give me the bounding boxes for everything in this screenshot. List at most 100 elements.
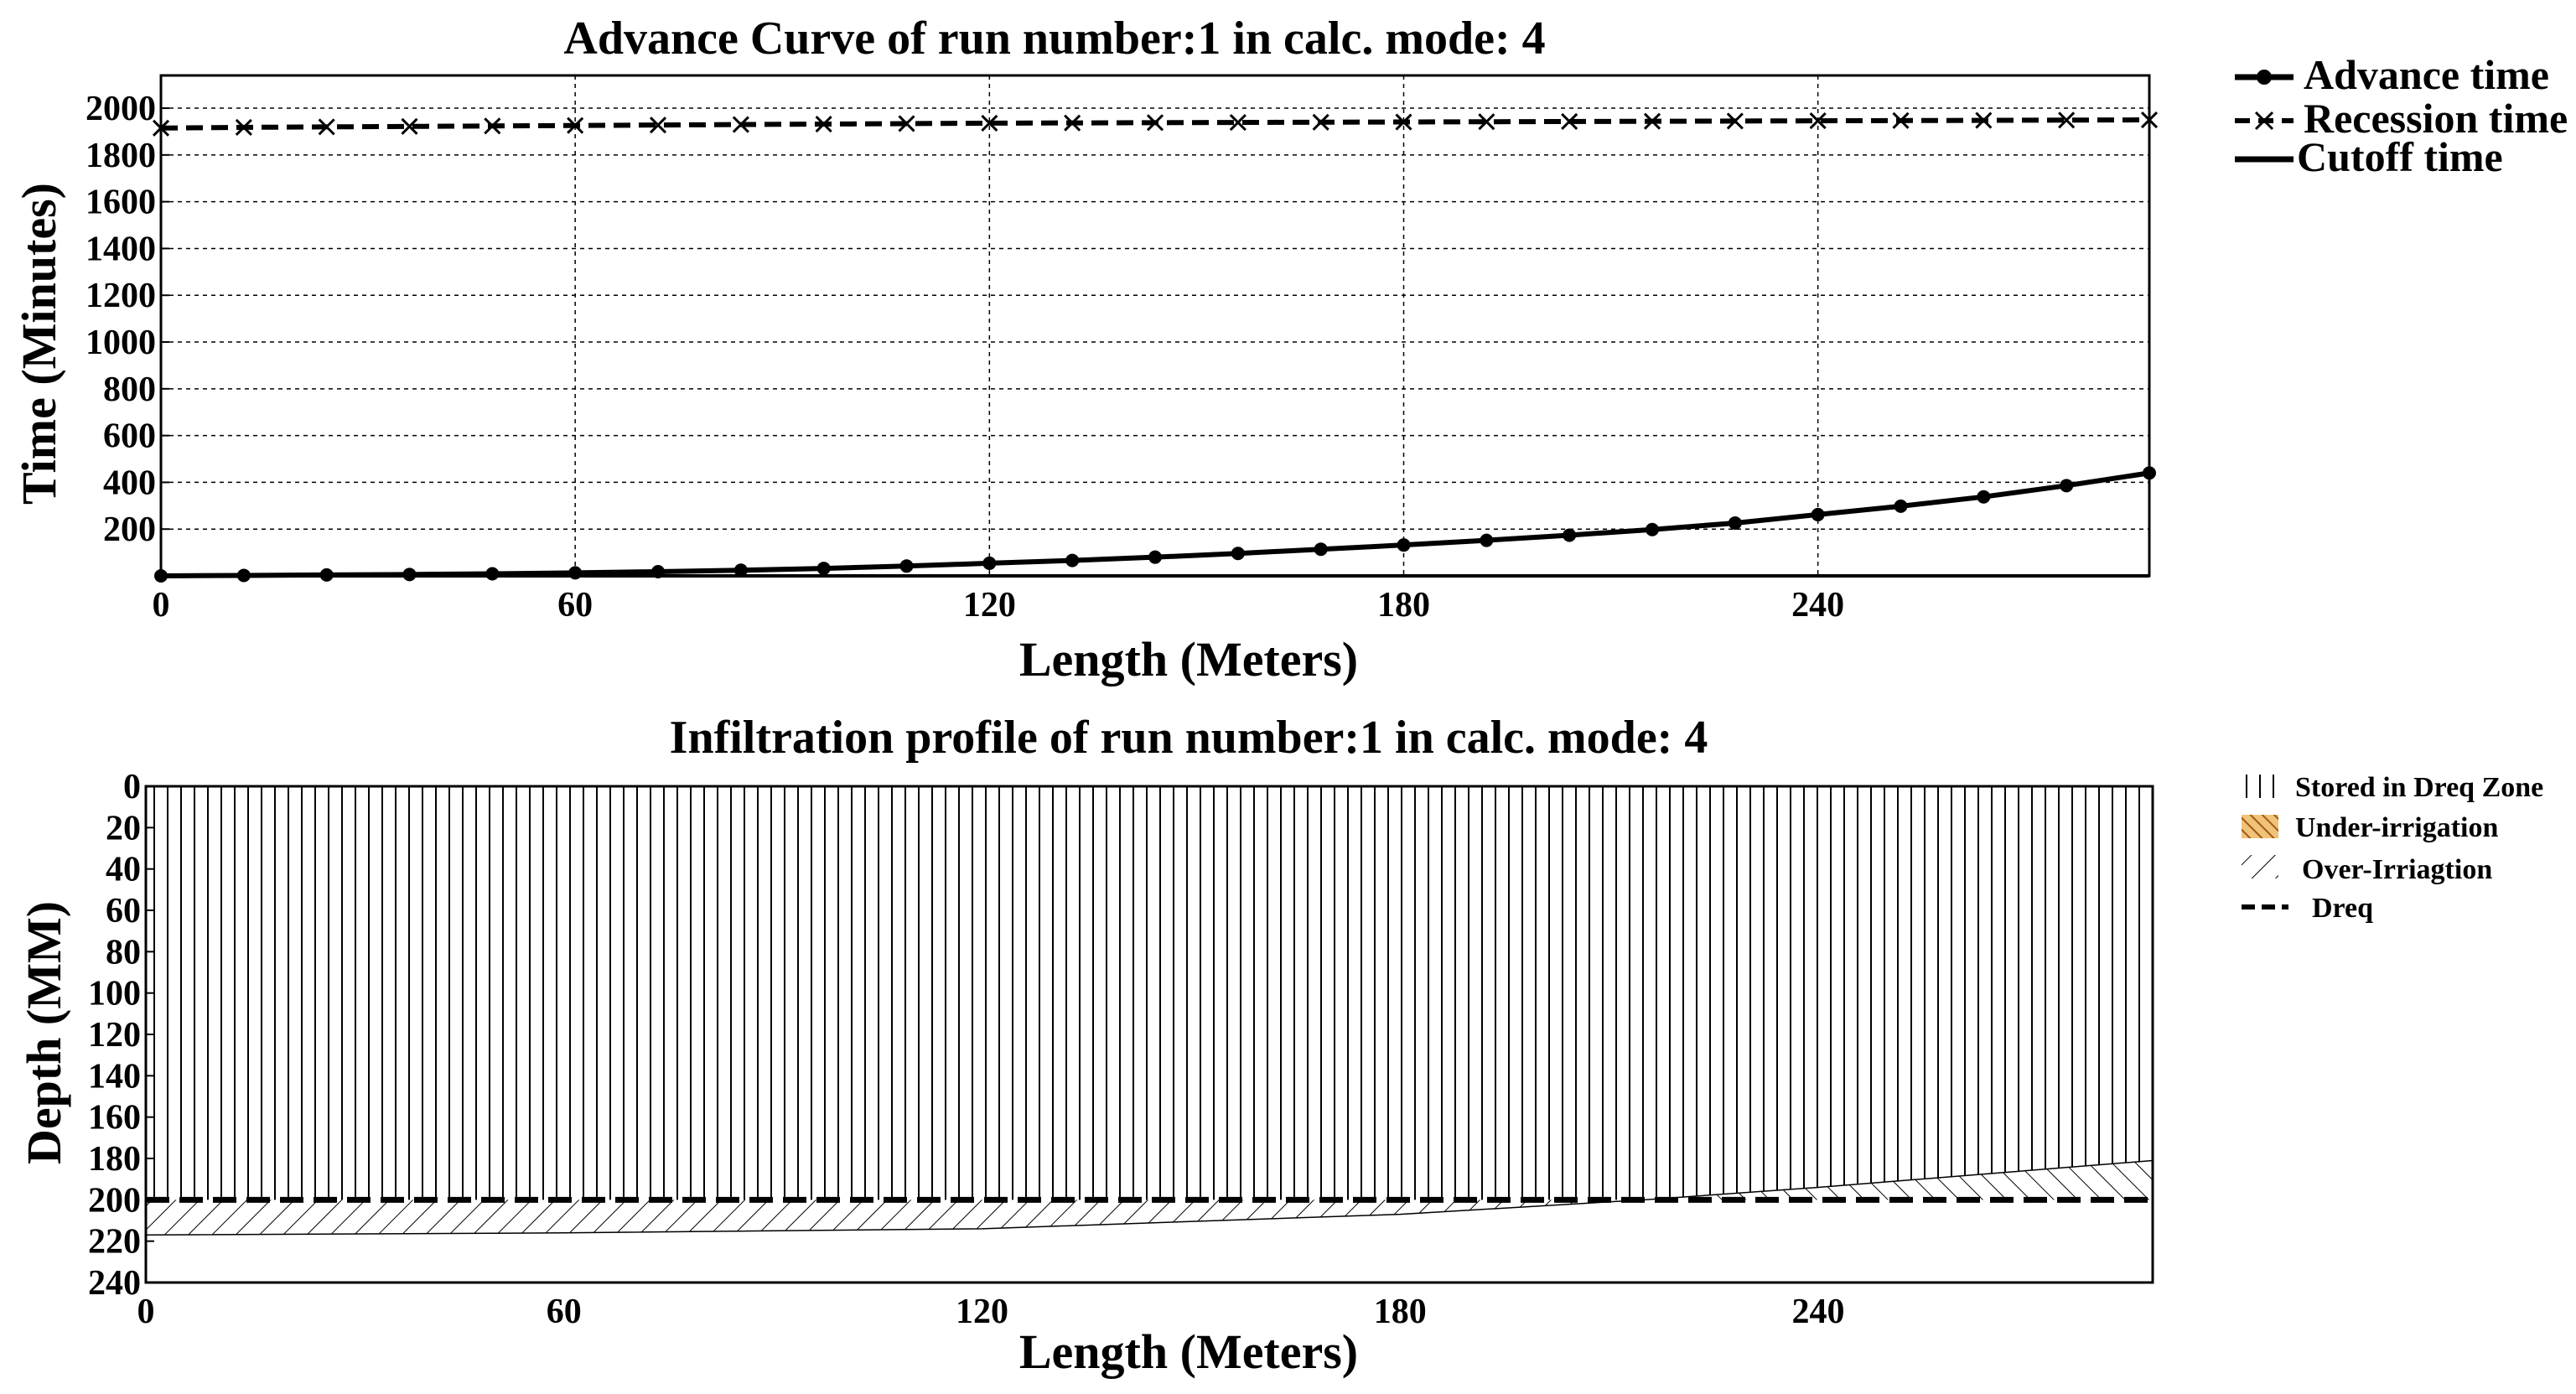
recession-time-point [1312, 113, 1329, 131]
recession-time-point [1395, 113, 1412, 131]
advance-time-point [1728, 516, 1742, 530]
advance-plot-frame [159, 74, 2151, 578]
advance-time-point [1231, 547, 1245, 561]
advance-y-ticks: 200 400 600 800 1000 1200 1400 1600 1800 2000 [86, 90, 169, 549]
advance-y-tick-label: 1000 [86, 324, 156, 362]
infiltration-y-tick-label: 220 [88, 1223, 141, 1262]
infiltration-x-tick-label: 60 [547, 1293, 582, 1331]
advance-time-point [485, 567, 500, 581]
advance-y-tick-label: 800 [103, 371, 156, 409]
recession-time-point [1892, 111, 1910, 129]
advance-x-tick-label: 120 [963, 586, 1016, 624]
recession-time-point [318, 118, 335, 136]
recession-time-point [815, 115, 832, 133]
advance-time-point [1646, 522, 1659, 536]
legend-under-irrigation-label: Under-irrigation [2295, 812, 2498, 843]
infiltration-y-tick-label: 120 [88, 1016, 141, 1055]
legend-back-hatch-icon [2242, 855, 2278, 878]
legend-cutoff-time-label: Cutoff time [2297, 133, 2503, 180]
legend-dreq-label: Dreq [2312, 893, 2373, 924]
over-irrigation-area [146, 1200, 1645, 1236]
recession-time-point [1229, 114, 1247, 132]
infiltration-x-tick-label: 0 [137, 1293, 155, 1331]
infiltration-y-axis-title: Depth (MM) [17, 901, 71, 1164]
infiltration-y-tick-label: 0 [123, 768, 141, 806]
recession-time-point [732, 116, 749, 133]
advance-x-tick-label: 180 [1377, 586, 1430, 624]
legend-advance-time-label: Advance time [2304, 51, 2549, 98]
recession-time-point [1561, 112, 1578, 131]
legend-under-irrigation: Under-irrigation [2242, 812, 2498, 843]
advance-time-point [2060, 479, 2074, 493]
infiltration-y-tick-label: 80 [106, 933, 141, 972]
infiltration-y-tick-label: 180 [88, 1140, 141, 1179]
legend-over-irrigation-label: Over-Irriagtion [2302, 854, 2492, 885]
legend-advance-marker-icon [2257, 70, 2272, 85]
advance-time-point [1065, 553, 1080, 567]
infiltration-legend: Stored in Dreq Zone Under-irrigation Ove… [2242, 772, 2543, 924]
recession-time-point [235, 118, 252, 136]
advance-chart-title: Advance Curve of run number:1 in calc. m… [563, 13, 1545, 65]
advance-time-point [1480, 533, 1494, 547]
infiltration-x-tick-label: 240 [1792, 1293, 1845, 1331]
infiltration-fill-layer [145, 786, 2154, 1236]
advance-y-tick-label: 1200 [86, 277, 156, 315]
advance-time-point [1148, 550, 1162, 564]
infiltration-y-tick-label: 200 [88, 1181, 141, 1220]
advance-x-tick-label: 240 [1791, 586, 1844, 624]
legend-recession-time-label: Recession time [2304, 95, 2568, 142]
advance-x-tick-label: 60 [557, 586, 593, 624]
infiltration-y-tick-label: 40 [106, 851, 141, 889]
advance-time-point [1563, 528, 1577, 542]
advance-y-tick-label: 400 [103, 464, 156, 502]
legend-orange-hatch-icon [2242, 815, 2278, 838]
recession-time-point [1975, 111, 1993, 129]
advance-chart: Advance Curve of run number:1 in calc. m… [12, 13, 2568, 687]
recession-time-point [484, 117, 501, 135]
infiltration-y-tick-label: 20 [106, 809, 141, 847]
recession-time-point [1726, 112, 1744, 130]
advance-y-tick-label: 1600 [86, 184, 156, 222]
recession-time-point [898, 115, 915, 132]
infiltration-x-tick-label: 180 [1374, 1293, 1427, 1331]
advance-legend: Advance time Recession time Cutoff time [2235, 51, 2568, 180]
legend-over-irrigation: Over-Irriagtion [2242, 854, 2492, 885]
advance-time-point [1894, 499, 1908, 513]
legend-dreq: Dreq [2242, 893, 2373, 924]
advance-y-tick-label: 2000 [86, 90, 156, 128]
infiltration-chart: Infiltration profile of run number:1 in … [17, 712, 2543, 1379]
legend-advance-time: Advance time [2235, 51, 2549, 98]
infiltrated-depth-line [145, 1159, 2154, 1236]
recession-time-point [1146, 114, 1164, 132]
under-irrigation-area [1644, 1160, 2153, 1200]
legend-cutoff-time: Cutoff time [2235, 133, 2503, 180]
advance-y-axis-title: Time (Minutes) [12, 183, 66, 505]
recession-time-point [401, 117, 418, 135]
legend-recession-time: Recession time [2235, 95, 2568, 142]
recession-time-point [567, 117, 584, 134]
advance-series-layer [152, 111, 2159, 583]
infiltration-chart-title: Infiltration profile of run number:1 in … [670, 712, 1708, 764]
infiltration-y-tick-label: 240 [88, 1264, 141, 1303]
recession-time-point [1809, 112, 1827, 130]
infiltration-y-tick-label: 100 [88, 975, 141, 1013]
advance-time-point [982, 556, 997, 570]
advance-time-point [1314, 542, 1328, 557]
advance-time-point [1397, 538, 1411, 552]
advance-x-tick-label: 0 [153, 586, 170, 624]
infiltration-x-tick-label: 120 [956, 1293, 1008, 1331]
legend-vertical-hatch-icon [2242, 775, 2278, 798]
recession-time-point [1643, 112, 1661, 130]
advance-x-ticks: 0 60 120 180 240 [153, 586, 1845, 624]
recession-time-point [1064, 114, 1081, 132]
recession-time-point [1478, 113, 1495, 131]
infiltration-y-tick-label: 140 [88, 1057, 141, 1096]
infiltration-x-axis-title: Length (Meters) [1019, 1324, 1358, 1379]
recession-time-point [981, 114, 998, 132]
advance-y-tick-label: 200 [103, 510, 156, 549]
advance-y-tick-label: 1400 [86, 230, 156, 268]
infiltration-x-ticks: 0 60 120 180 240 [137, 1293, 1845, 1331]
infiltration-y-tick-label: 60 [106, 892, 141, 930]
